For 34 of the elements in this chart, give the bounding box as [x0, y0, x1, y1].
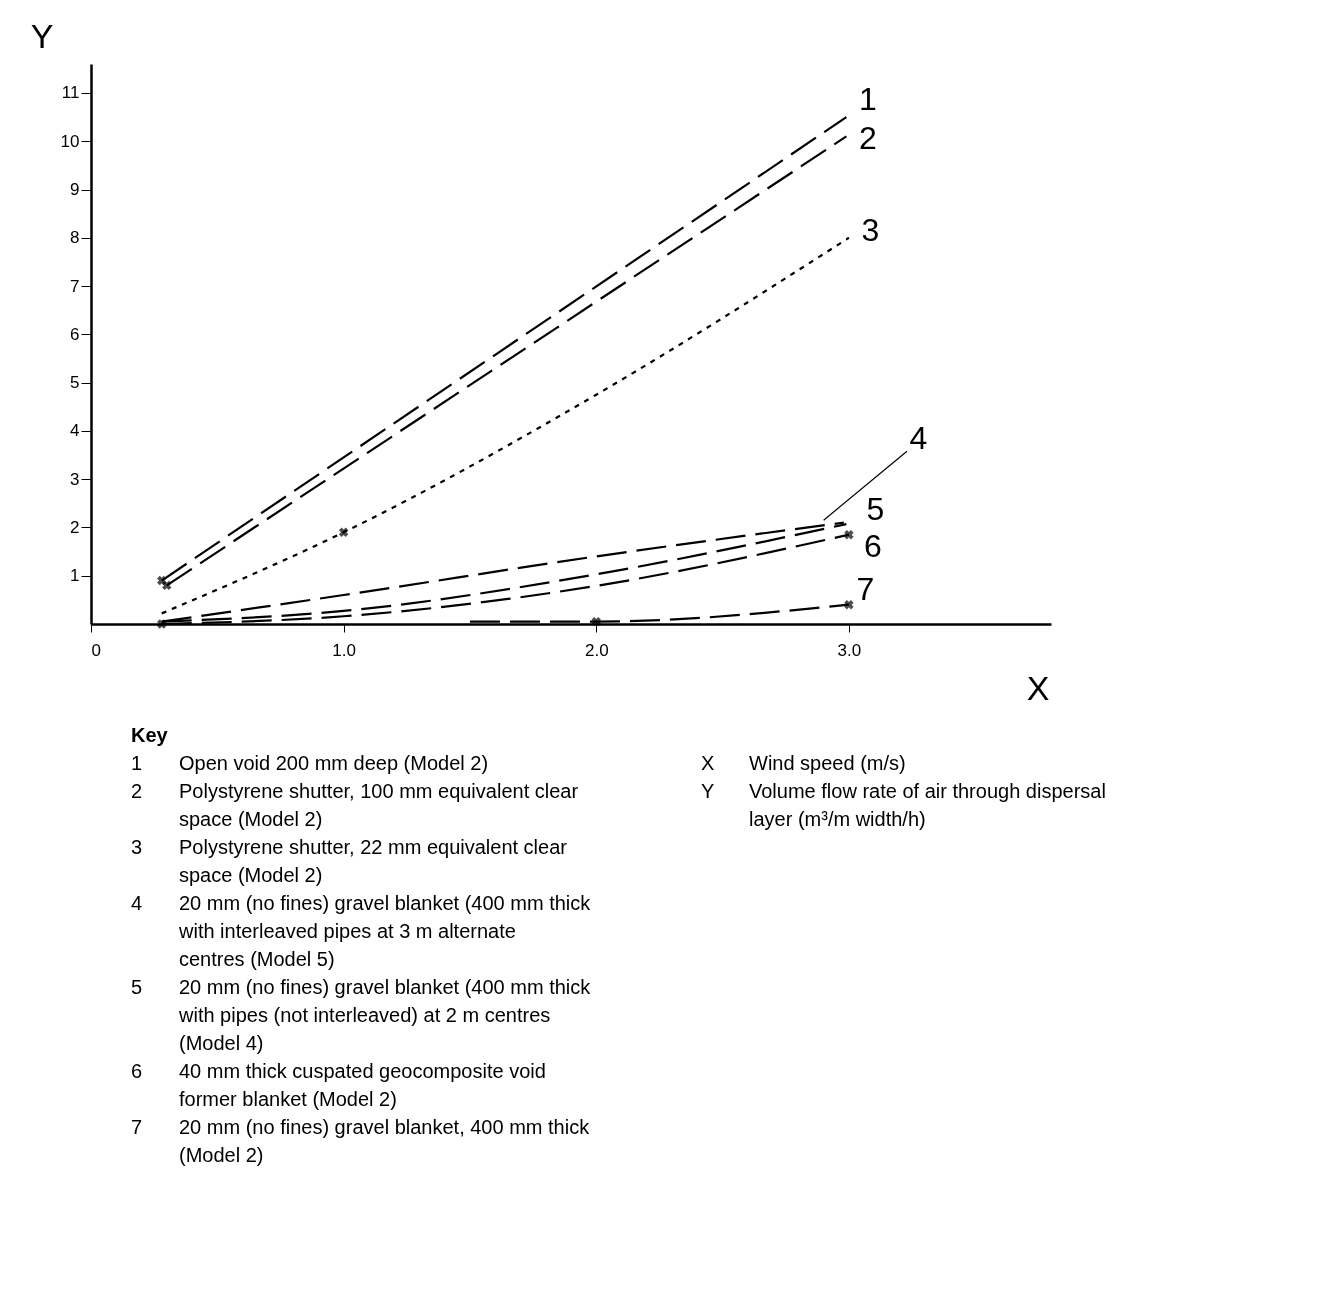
- text: 5 20 mm (no fines) gravel blanket (400 mm thick with pipes (not interleaved) at 2 m centres (Model 4): [131, 976, 591, 1054]
- series-label: 2: [859, 119, 877, 156]
- y-tick-label: 8: [70, 228, 80, 248]
- y-tick-label: 9: [70, 180, 80, 200]
- series-label: 1: [859, 81, 877, 118]
- x-tick-label: 2.0: [584, 640, 609, 660]
- y-tick-label: 7: [70, 276, 80, 296]
- x-axis-title: X: [1026, 668, 1050, 707]
- x-tick-label: 0: [91, 640, 101, 660]
- text: Key: [131, 724, 169, 746]
- text: 1 Open void 200 mm deep (Model 2): [131, 752, 489, 774]
- text: 4 20 mm (no fines) gravel blanket (400 mm thick with interleaved pipes at 3 m alternate centres (Model 5): [131, 892, 591, 970]
- text: 3 Polystyrene shutter, 22 mm equivalent clear space (Model 2): [131, 836, 567, 886]
- text: 6 40 mm thick cuspated geocomposite void former blanket (Model 2): [131, 1060, 546, 1110]
- y-tick-label: 3: [70, 469, 80, 489]
- text: Y Volume flow rate of air through dispersal layer (m³/m width/h): [701, 780, 1106, 830]
- x-tick-label: 1.0: [332, 640, 356, 660]
- y-axis-title: Y: [30, 16, 54, 55]
- text: 4: [909, 420, 928, 457]
- text: 7 20 mm (no fines) gravel blanket, 400 mm thick (Model 2): [131, 1116, 590, 1166]
- y-tick-label: 1: [70, 566, 80, 586]
- y-tick-label: 6: [70, 324, 80, 344]
- y-tick-label: 10: [60, 131, 80, 151]
- text: 2 Polystyrene shutter, 100 mm equivalent clear space (Model 2): [131, 780, 579, 830]
- series-label: 5: [866, 490, 885, 527]
- y-tick-label: 5: [70, 373, 80, 393]
- y-tick-label: 4: [70, 421, 80, 441]
- x-tick-label: 3.0: [837, 640, 862, 660]
- text: X Wind speed (m/s): [701, 752, 906, 774]
- y-tick-label: 11: [61, 83, 80, 103]
- series-label: 7: [856, 571, 875, 608]
- y-tick-label: 2: [70, 517, 80, 537]
- series-label: 3: [861, 211, 880, 248]
- series-label: 6: [864, 527, 882, 564]
